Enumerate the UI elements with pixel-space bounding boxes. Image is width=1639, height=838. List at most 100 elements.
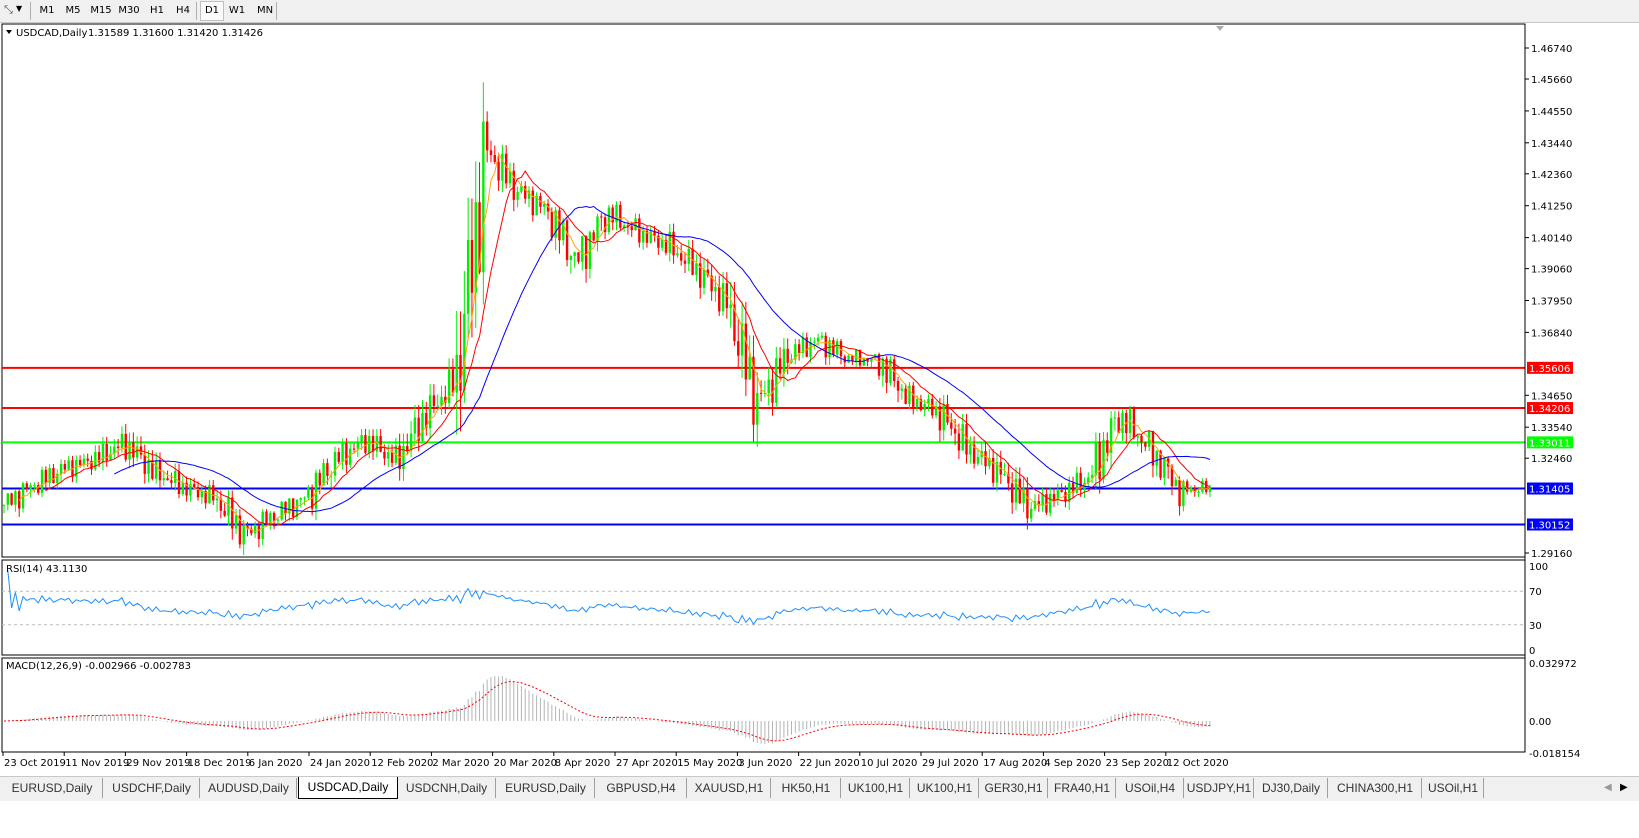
candle-body xyxy=(950,422,953,429)
candle-body xyxy=(231,497,234,529)
candle xyxy=(1132,406,1136,440)
candle xyxy=(1182,479,1185,512)
candle-body xyxy=(634,218,637,231)
chart-tab[interactable]: EURUSD,Daily xyxy=(497,778,595,798)
chart-tab[interactable]: USOil,H4 xyxy=(1117,778,1184,798)
timeframe-w1[interactable]: W1 xyxy=(228,5,246,16)
candle xyxy=(231,490,234,540)
candle xyxy=(360,429,363,450)
candle-body xyxy=(622,225,626,228)
candle-body xyxy=(97,452,101,463)
macd-histogram xyxy=(7,675,1211,744)
candle xyxy=(48,464,51,490)
candle-body xyxy=(653,231,656,236)
chart-tabs-bar: EURUSD,Daily USDCHF,Daily AUDUSD,Daily USDC… xyxy=(0,776,1639,801)
candle-body xyxy=(390,452,394,463)
timeframe-m1[interactable]: M1 xyxy=(39,5,55,16)
candle xyxy=(729,282,732,328)
candle xyxy=(1071,476,1075,498)
candle xyxy=(1204,478,1208,495)
chart-tab[interactable]: USDCAD,Daily xyxy=(298,777,398,799)
candle-body xyxy=(276,519,280,521)
chart-tab[interactable]: UK100,H1 xyxy=(842,778,910,798)
candle xyxy=(2,504,6,514)
candle-body xyxy=(972,444,976,464)
candle xyxy=(1007,462,1010,491)
macd-label: MACD(12,26,9) -0.002966 -0.002783 xyxy=(6,661,191,672)
date-axis-label: 3 Jun 2020 xyxy=(738,758,792,769)
chart-tab[interactable]: GER30,H1 xyxy=(980,778,1048,798)
candle xyxy=(923,399,926,417)
candle-body xyxy=(527,190,531,199)
candle-body xyxy=(801,337,805,353)
chart-tab[interactable]: USDCNH,Daily xyxy=(398,778,496,798)
candle-body xyxy=(1182,481,1185,507)
candle xyxy=(524,181,527,204)
candle-body xyxy=(147,460,150,474)
chart-tab[interactable]: USDCHF,Daily xyxy=(104,778,200,798)
candle-body xyxy=(1075,472,1079,493)
chart-area[interactable]: 1.46740 1.45660 1.44550 1.43440 1.42360 1.412… xyxy=(0,22,1639,776)
candle-body xyxy=(421,412,424,441)
chart-tab[interactable]: HK50,H1 xyxy=(772,778,841,798)
timeframe-m15[interactable]: M15 xyxy=(90,5,112,16)
chart-tab[interactable]: DJ30,Daily xyxy=(1255,778,1328,798)
candle xyxy=(946,394,949,425)
price-axis-label: 1.44550 xyxy=(1531,107,1572,118)
candle xyxy=(337,447,340,465)
timeframe-h1[interactable]: H1 xyxy=(150,5,164,16)
candle xyxy=(938,397,942,442)
chart-tab[interactable]: CHINA300,H1 xyxy=(1329,778,1422,798)
candle xyxy=(546,199,550,220)
chart-tab[interactable]: AUDUSD,Daily xyxy=(201,778,297,798)
dropdown-arrow-icon[interactable]: ▼ xyxy=(16,4,23,13)
candle xyxy=(562,217,565,246)
candle-body xyxy=(223,510,226,516)
price-axis-label: 1.39060 xyxy=(1531,265,1572,276)
candle-body xyxy=(641,230,645,243)
timeframe-m30[interactable]: M30 xyxy=(118,5,140,16)
macd-axis-label: -0.018154 xyxy=(1529,749,1580,760)
candle-body xyxy=(208,485,211,504)
candle xyxy=(501,144,504,193)
candle xyxy=(356,436,360,457)
candle-body xyxy=(37,485,40,493)
candle-body xyxy=(485,121,489,151)
candle xyxy=(352,443,356,453)
chart-tab[interactable]: USDJPY,H1 xyxy=(1185,778,1254,798)
candle-body xyxy=(1201,480,1204,492)
chart-tab[interactable]: FRA40,H1 xyxy=(1049,778,1116,798)
candle xyxy=(638,213,641,248)
candle xyxy=(740,301,744,379)
timeframe-d1[interactable]: D1 xyxy=(200,1,224,21)
level-price-badge xyxy=(1527,361,1573,374)
line-tools-icon[interactable]: ⤡ xyxy=(4,3,13,16)
candle-body xyxy=(896,380,900,391)
chart-tab[interactable]: USOil,H1 xyxy=(1423,778,1484,798)
candle-body xyxy=(482,121,485,273)
chart-tab[interactable]: GBPUSD,H4 xyxy=(596,778,687,798)
candle-body xyxy=(1079,472,1082,491)
candle xyxy=(67,456,70,471)
timeframe-h4[interactable]: H4 xyxy=(176,5,190,16)
candle xyxy=(931,393,934,419)
candle-body xyxy=(737,341,740,356)
chart-tab[interactable]: EURUSD,Daily xyxy=(2,778,103,798)
chart-tab[interactable]: UK100,H1 xyxy=(911,778,979,798)
price-axis-label: 1.29160 xyxy=(1531,549,1572,560)
candle xyxy=(238,509,242,549)
candle-body xyxy=(748,356,751,380)
candle xyxy=(797,339,801,361)
candle xyxy=(1075,466,1079,494)
rsi-axis-label: 100 xyxy=(1529,562,1548,573)
candle-body xyxy=(1170,466,1174,487)
candle-body xyxy=(858,349,862,366)
price-axis-label: 1.40140 xyxy=(1531,234,1572,245)
level-price-label: 1.30152 xyxy=(1529,521,1570,532)
timeframe-m5[interactable]: M5 xyxy=(65,5,81,16)
candle xyxy=(170,472,173,490)
chart-tab[interactable]: XAUUSD,H1 xyxy=(688,778,771,798)
tab-scroll-right-icon[interactable]: ▶ xyxy=(1620,782,1628,793)
tab-scroll-left-icon[interactable]: ◀ xyxy=(1604,782,1612,793)
timeframe-mn[interactable]: MN xyxy=(256,5,274,16)
